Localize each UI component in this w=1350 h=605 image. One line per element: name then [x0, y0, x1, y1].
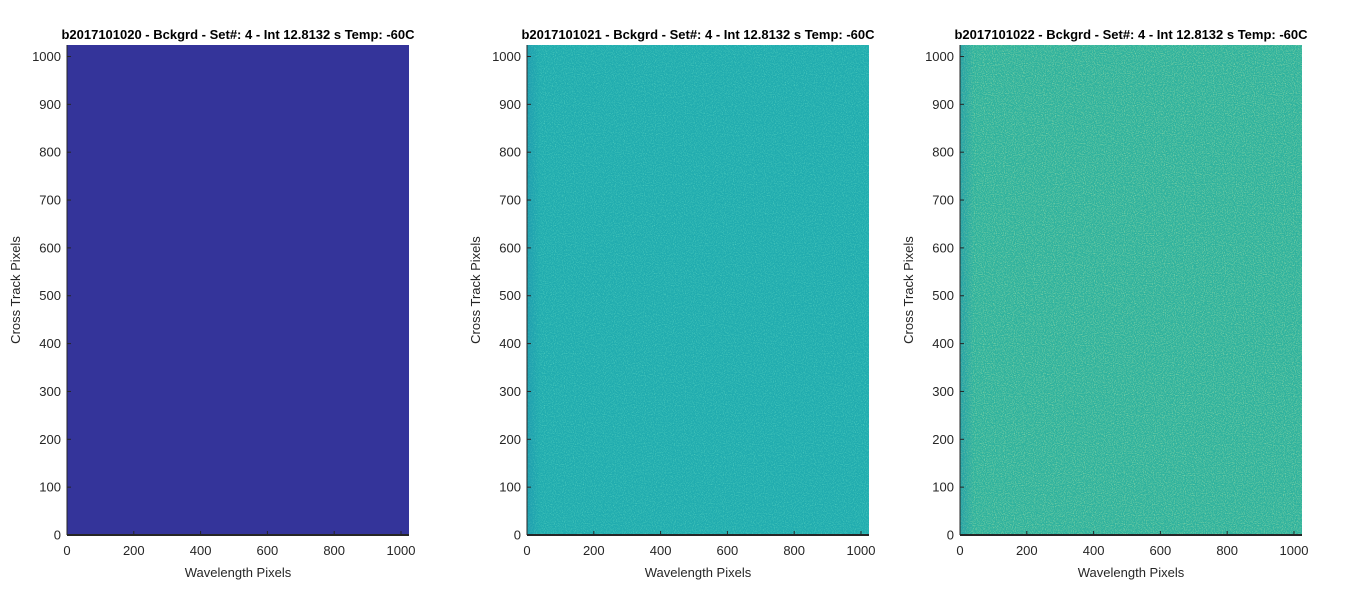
- x-axis-label: Wavelength Pixels: [645, 565, 752, 580]
- y-tick-label: 0: [947, 528, 954, 543]
- y-tick-label: 300: [499, 384, 521, 399]
- y-tick-label: 700: [499, 193, 521, 208]
- x-tick-label: 400: [650, 543, 672, 558]
- y-tick-label: 300: [39, 384, 61, 399]
- y-tick-label: 500: [39, 288, 61, 303]
- y-tick-label: 600: [932, 240, 954, 255]
- y-axis-label: Cross Track Pixels: [468, 236, 483, 344]
- chart-panel-2: 0 200 400 600 800 1000 0 100 200 300 400 500 600 700 8…: [468, 27, 875, 580]
- x-tick-label: 200: [123, 543, 145, 558]
- y-tick-label: 400: [499, 336, 521, 351]
- x-tick-label: 0: [956, 543, 963, 558]
- heatmap-edge-shade: [960, 45, 1302, 535]
- x-tick-label: 600: [257, 543, 279, 558]
- y-tick-label: 400: [932, 336, 954, 351]
- y-tick-label: 0: [54, 528, 61, 543]
- x-tick-label: 800: [323, 543, 345, 558]
- y-tick-label: 1000: [492, 49, 521, 64]
- x-axis-label: Wavelength Pixels: [1078, 565, 1185, 580]
- y-tick-label: 600: [499, 240, 521, 255]
- x-tick-label: 1000: [1280, 543, 1309, 558]
- x-tick-label: 600: [1150, 543, 1172, 558]
- y-tick-label: 800: [499, 145, 521, 160]
- y-tick-label: 700: [932, 193, 954, 208]
- y-tick-label: 300: [932, 384, 954, 399]
- y-tick-label: 500: [932, 288, 954, 303]
- y-tick-label: 100: [39, 480, 61, 495]
- y-tick-label: 600: [39, 240, 61, 255]
- x-tick-label: 200: [583, 543, 605, 558]
- y-tick-label: 200: [499, 432, 521, 447]
- y-tick-label: 700: [39, 193, 61, 208]
- y-tick-label: 1000: [925, 49, 954, 64]
- y-tick-label: 0: [514, 528, 521, 543]
- x-tick-label: 200: [1016, 543, 1038, 558]
- heatmap-image: [67, 45, 409, 535]
- heatmap-edge-shade: [527, 45, 869, 535]
- y-tick-label: 500: [499, 288, 521, 303]
- chart-title: b2017101021 - Bckgrd - Set#: 4 - Int 12.…: [521, 27, 875, 42]
- y-tick-label: 1000: [32, 49, 61, 64]
- x-tick-label: 800: [783, 543, 805, 558]
- y-tick-label: 100: [499, 480, 521, 495]
- y-tick-label: 200: [39, 432, 61, 447]
- x-axis-label: Wavelength Pixels: [185, 565, 292, 580]
- y-axis-label: Cross Track Pixels: [901, 236, 916, 344]
- y-tick-label: 200: [932, 432, 954, 447]
- x-tick-label: 1000: [387, 543, 416, 558]
- chart-title: b2017101020 - Bckgrd - Set#: 4 - Int 12.…: [61, 27, 415, 42]
- y-tick-label: 800: [39, 145, 61, 160]
- y-tick-label: 800: [932, 145, 954, 160]
- y-tick-label: 900: [932, 97, 954, 112]
- x-tick-label: 1000: [847, 543, 876, 558]
- x-tick-label: 600: [717, 543, 739, 558]
- chart-title: b2017101022 - Bckgrd - Set#: 4 - Int 12.…: [954, 27, 1308, 42]
- x-tick-label: 0: [63, 543, 70, 558]
- chart-panel-1: 0 200 400 600 800 1000 0 100 200 300 400 500 600 700 8…: [8, 27, 415, 580]
- x-tick-label: 400: [1083, 543, 1105, 558]
- y-tick-label: 900: [39, 97, 61, 112]
- y-tick-label: 900: [499, 97, 521, 112]
- x-tick-label: 0: [523, 543, 530, 558]
- y-tick-label: 100: [932, 480, 954, 495]
- y-tick-label: 400: [39, 336, 61, 351]
- x-tick-label: 800: [1216, 543, 1238, 558]
- chart-panel-3: 0 200 400 600 800 1000 0 100 200 300 400 500 600 700 8…: [901, 27, 1308, 580]
- y-axis-label: Cross Track Pixels: [8, 236, 23, 344]
- x-tick-label: 400: [190, 543, 212, 558]
